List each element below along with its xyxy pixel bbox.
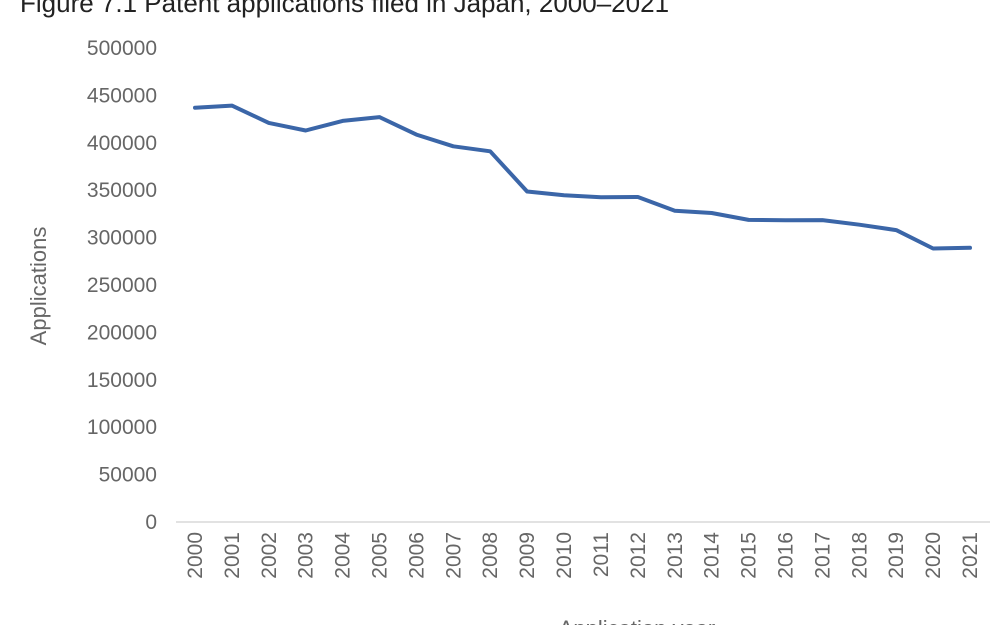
x-axis-title: Application year <box>559 616 716 625</box>
x-tick-label: 2004 <box>332 532 355 579</box>
x-tick-label: 2008 <box>479 532 502 579</box>
x-tick-label: 2020 <box>922 532 945 579</box>
y-tick-label: 0 <box>145 511 157 534</box>
y-tick-label: 250000 <box>87 274 157 297</box>
x-tick-label: 2005 <box>369 532 392 579</box>
x-tick-label: 2017 <box>811 532 834 579</box>
y-tick-label: 150000 <box>87 369 157 392</box>
x-axis-ticks: 2000 2001 2002 2003 2004 2005 2006 2007 2008 2009… <box>184 532 982 579</box>
y-axis-title: Applications <box>26 227 51 346</box>
y-tick-label: 450000 <box>87 84 157 107</box>
x-tick-label: 2015 <box>738 532 761 579</box>
x-tick-label: 2002 <box>258 532 281 579</box>
x-tick-label: 2006 <box>405 532 428 579</box>
y-tick-label: 500000 <box>87 37 157 60</box>
x-tick-label: 2003 <box>295 532 318 579</box>
x-tick-label: 2012 <box>627 532 650 579</box>
y-axis-ticks: 0 50000 100000 150000 200000 250000 300000 3500… <box>87 37 157 534</box>
series-group <box>193 103 972 251</box>
chart-title: Figure 7.1 Patent applications filed in … <box>20 0 670 18</box>
x-tick-label: 2010 <box>553 532 576 579</box>
y-tick-label: 50000 <box>99 464 157 487</box>
x-tick-label: 2014 <box>701 532 724 579</box>
series-line <box>193 103 972 251</box>
x-tick-label: 2021 <box>959 532 982 579</box>
y-tick-label: 350000 <box>87 179 157 202</box>
x-tick-label: 2016 <box>774 532 797 579</box>
y-tick-label: 300000 <box>87 227 157 250</box>
y-tick-label: 100000 <box>87 416 157 439</box>
x-tick-label: 2001 <box>221 532 244 579</box>
x-tick-label: 2013 <box>664 532 687 579</box>
x-tick-label: 2018 <box>848 532 871 579</box>
x-tick-label: 2011 <box>590 532 613 577</box>
x-tick-label: 2000 <box>184 532 207 579</box>
y-tick-label: 400000 <box>87 132 157 155</box>
x-tick-label: 2007 <box>442 532 465 579</box>
x-tick-label: 2009 <box>516 532 539 579</box>
y-tick-label: 200000 <box>87 321 157 344</box>
x-tick-label: 2019 <box>885 532 908 579</box>
